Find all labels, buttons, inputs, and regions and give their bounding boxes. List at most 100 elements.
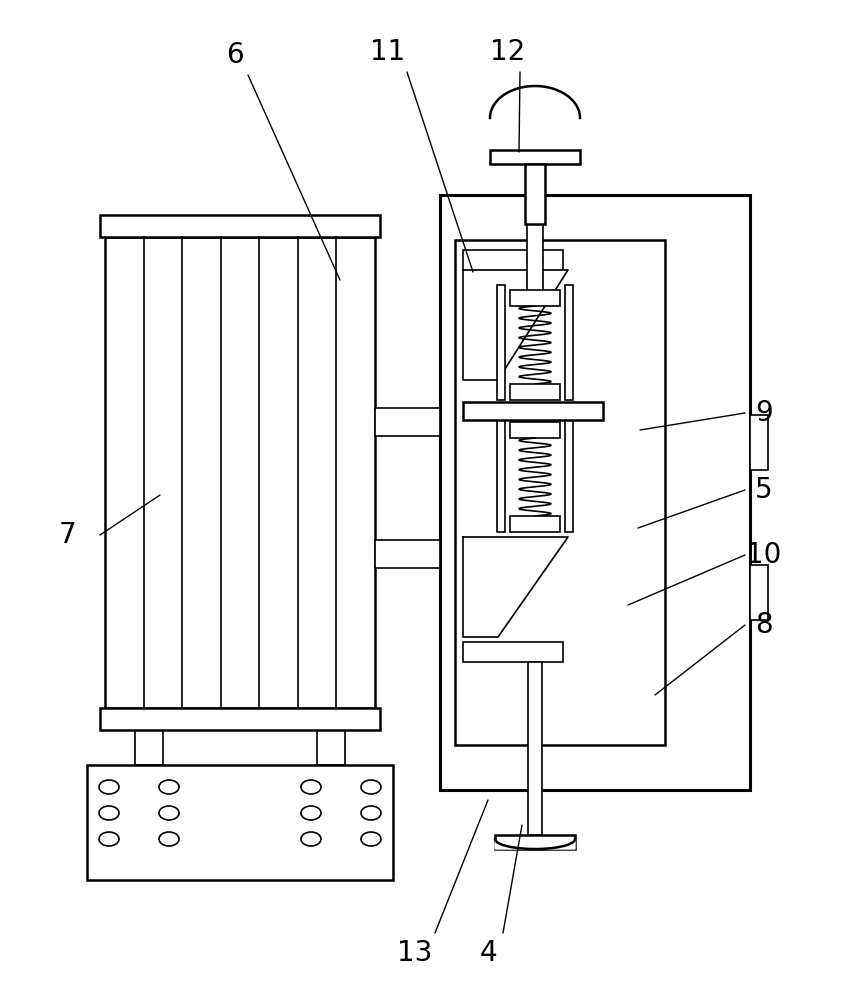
Point [606, 310, 619, 326]
Point [595, 539, 608, 555]
Point [709, 392, 722, 408]
Point [576, 412, 590, 428]
Point [626, 295, 640, 311]
Point [574, 389, 587, 405]
Point [478, 601, 492, 617]
Point [451, 773, 464, 789]
Point [505, 198, 519, 214]
Point [540, 609, 553, 625]
Point [640, 306, 653, 322]
Point [596, 743, 609, 759]
Point [683, 553, 696, 569]
Polygon shape [463, 537, 568, 637]
Point [463, 330, 476, 346]
Point [603, 334, 617, 350]
Point [622, 509, 635, 525]
Point [707, 558, 721, 574]
Point [730, 459, 744, 475]
Point [700, 511, 714, 527]
Point [503, 287, 516, 303]
Point [571, 192, 585, 208]
Point [563, 776, 576, 792]
Point [481, 757, 494, 773]
Point [574, 763, 587, 779]
Point [722, 445, 735, 461]
Point [627, 541, 640, 557]
Point [573, 210, 586, 226]
Point [447, 662, 460, 678]
Point [545, 223, 558, 239]
Point [601, 670, 614, 686]
Point [614, 439, 628, 455]
Point [577, 256, 591, 272]
Point [573, 389, 586, 405]
Point [629, 393, 643, 409]
Point [437, 226, 451, 242]
Point [437, 607, 450, 623]
Point [589, 470, 602, 486]
Point [468, 359, 481, 375]
Point [566, 685, 580, 701]
Point [610, 773, 624, 789]
Point [585, 610, 598, 626]
Point [509, 392, 523, 408]
Point [470, 192, 483, 208]
Point [475, 303, 488, 319]
Point [460, 229, 474, 245]
Point [605, 424, 618, 440]
Point [640, 729, 654, 745]
Point [562, 681, 575, 697]
Point [536, 504, 549, 520]
Point [658, 724, 672, 740]
Point [485, 530, 498, 546]
Point [545, 728, 558, 744]
Bar [463, 642, 563, 662]
Point [533, 713, 547, 729]
Point [521, 270, 535, 286]
Point [488, 306, 502, 322]
Point [437, 328, 451, 344]
Point [463, 209, 476, 225]
Point [558, 773, 571, 789]
Point [516, 291, 530, 307]
Point [567, 455, 580, 471]
Point [463, 592, 476, 608]
Bar [510, 422, 560, 438]
Point [691, 201, 705, 217]
Point [453, 644, 467, 660]
Point [695, 385, 709, 401]
Point [509, 330, 523, 346]
Point [496, 473, 509, 489]
Point [605, 348, 618, 364]
Point [739, 559, 752, 575]
Point [520, 294, 534, 310]
Point [527, 594, 541, 610]
Point [700, 200, 714, 216]
Point [469, 526, 482, 542]
Point [460, 665, 474, 681]
Point [459, 353, 473, 369]
Point [500, 411, 514, 427]
Point [610, 706, 624, 722]
Point [537, 405, 551, 421]
Point [460, 682, 474, 698]
Point [623, 779, 636, 795]
Point [530, 592, 544, 608]
Point [705, 442, 718, 458]
Point [610, 214, 624, 230]
Point [728, 605, 741, 621]
Point [541, 349, 555, 365]
Point [677, 420, 690, 436]
Point [497, 231, 510, 247]
Point [592, 428, 606, 444]
Point [463, 512, 476, 528]
Point [589, 447, 602, 463]
Point [706, 294, 720, 310]
Point [445, 247, 459, 263]
Point [470, 324, 484, 340]
Point [458, 552, 471, 568]
Point [648, 749, 662, 765]
Point [492, 541, 506, 557]
Point [453, 650, 467, 666]
Point [701, 588, 715, 604]
